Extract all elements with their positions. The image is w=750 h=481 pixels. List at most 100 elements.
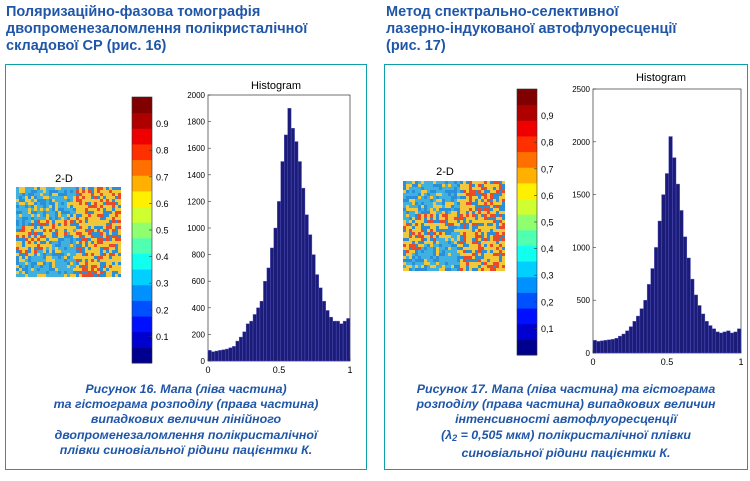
map-pixel: [61, 241, 64, 244]
map-pixel: [94, 250, 97, 253]
map-pixel: [460, 250, 463, 253]
map-pixel: [469, 181, 472, 184]
map-pixel: [460, 181, 463, 184]
map-pixel: [28, 214, 31, 217]
map-pixel: [19, 253, 22, 256]
map-pixel: [496, 238, 499, 241]
map-pixel: [34, 265, 37, 268]
map-pixel: [421, 259, 424, 262]
map-pixel: [115, 244, 118, 247]
map-pixel: [76, 256, 79, 259]
map-pixel: [55, 187, 58, 190]
map-pixel: [454, 199, 457, 202]
map-pixel: [49, 235, 52, 238]
map-pixel: [64, 268, 67, 271]
map-pixel: [457, 205, 460, 208]
map-pixel: [457, 256, 460, 259]
map-pixel: [475, 187, 478, 190]
map-pixel: [103, 238, 106, 241]
map-pixel: [67, 196, 70, 199]
map-pixel: [493, 226, 496, 229]
map-pixel: [466, 220, 469, 223]
histogram-bar: [668, 136, 673, 354]
map-pixel: [460, 268, 463, 271]
map-pixel: [34, 271, 37, 274]
map-pixel: [463, 244, 466, 247]
map-pixel: [25, 208, 28, 211]
map-pixel: [493, 199, 496, 202]
map-pixel: [88, 220, 91, 223]
right-caption-lambda: (λ: [441, 427, 453, 442]
left-figure-svg: 2-D 0.90.80.70.60.50.40.30.20.1 Histogra…: [16, 80, 353, 375]
map-pixel: [478, 184, 481, 187]
map-pixel: [442, 250, 445, 253]
map-pixel: [478, 199, 481, 202]
map-pixel: [502, 223, 505, 226]
map-pixel: [466, 223, 469, 226]
map-pixel: [430, 244, 433, 247]
map-pixel: [19, 202, 22, 205]
map-pixel: [118, 253, 121, 256]
map-pixel: [19, 244, 22, 247]
map-pixel: [478, 193, 481, 196]
map-pixel: [118, 256, 121, 259]
map-pixel: [415, 193, 418, 196]
map-pixel: [100, 187, 103, 190]
map-pixel: [418, 184, 421, 187]
map-pixel: [22, 262, 25, 265]
map-pixel: [442, 181, 445, 184]
map-pixel: [40, 241, 43, 244]
map-pixel: [91, 241, 94, 244]
map-pixel: [28, 256, 31, 259]
map-pixel: [70, 235, 73, 238]
map-pixel: [406, 256, 409, 259]
map-pixel: [70, 238, 73, 241]
map-pixel: [451, 181, 454, 184]
map-pixel: [466, 265, 469, 268]
map-pixel: [409, 262, 412, 265]
map-pixel: [91, 199, 94, 202]
map-pixel: [430, 217, 433, 220]
map-pixel: [106, 241, 109, 244]
map-pixel: [112, 241, 115, 244]
map-pixel: [115, 259, 118, 262]
map-pixel: [484, 259, 487, 262]
map-pixel: [472, 250, 475, 253]
map-pixel: [499, 187, 502, 190]
map-pixel: [487, 253, 490, 256]
map-pixel: [100, 217, 103, 220]
map-pixel: [52, 190, 55, 193]
colorbar-segment: [132, 237, 152, 254]
map-pixel: [499, 247, 502, 250]
map-pixel: [436, 262, 439, 265]
map-pixel: [25, 271, 28, 274]
map-pixel: [64, 235, 67, 238]
y-tick-label: 500: [577, 296, 591, 305]
map-pixel: [493, 238, 496, 241]
map-pixel: [28, 259, 31, 262]
map-pixel: [22, 193, 25, 196]
map-pixel: [424, 187, 427, 190]
map-pixel: [499, 268, 502, 271]
map-pixel: [448, 250, 451, 253]
map-pixel: [433, 223, 436, 226]
map-pixel: [37, 202, 40, 205]
map-pixel: [454, 241, 457, 244]
map-pixel: [412, 220, 415, 223]
map-pixel: [28, 250, 31, 253]
map-pixel: [484, 262, 487, 265]
map-pixel: [460, 223, 463, 226]
map-pixel: [466, 259, 469, 262]
map-pixel: [79, 217, 82, 220]
map-pixel: [490, 208, 493, 211]
map-pixel: [478, 211, 481, 214]
map-pixel: [439, 223, 442, 226]
map-pixel: [97, 187, 100, 190]
map-pixel: [463, 217, 466, 220]
map-pixel: [88, 205, 91, 208]
map-pixel: [37, 193, 40, 196]
map-pixel: [457, 244, 460, 247]
map-pixel: [451, 196, 454, 199]
histogram-bar: [238, 336, 243, 362]
map-pixel: [439, 229, 442, 232]
